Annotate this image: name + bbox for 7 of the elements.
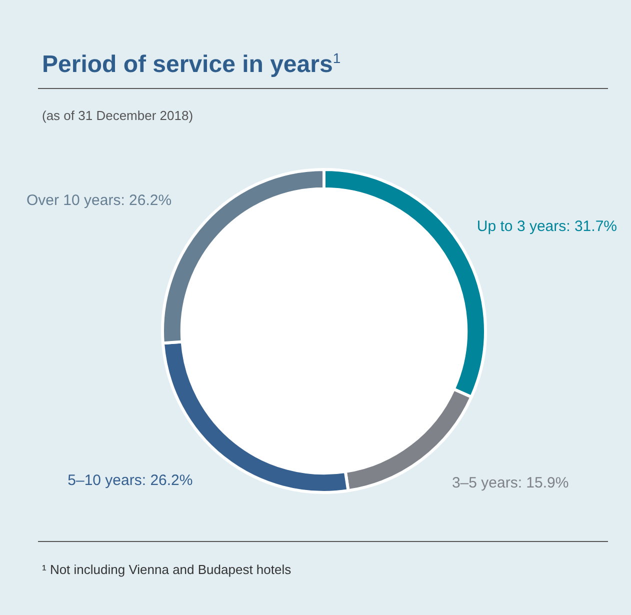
slice-label: Up to 3 years: 31.7% — [476, 218, 617, 236]
chart-title: Period of service in years$^{1}$ — [42, 50, 341, 79]
slice-label: 3–5 years: 15.9% — [452, 474, 569, 492]
slice-label: 5–10 years: 26.2% — [68, 472, 193, 489]
chart-subtitle: (as of 31 December 2018) — [42, 108, 194, 123]
text: ¹ Not including Vienna and Budapest hotels — [42, 562, 292, 577]
slice-label: Over 10 years: 26.2% — [26, 192, 172, 209]
